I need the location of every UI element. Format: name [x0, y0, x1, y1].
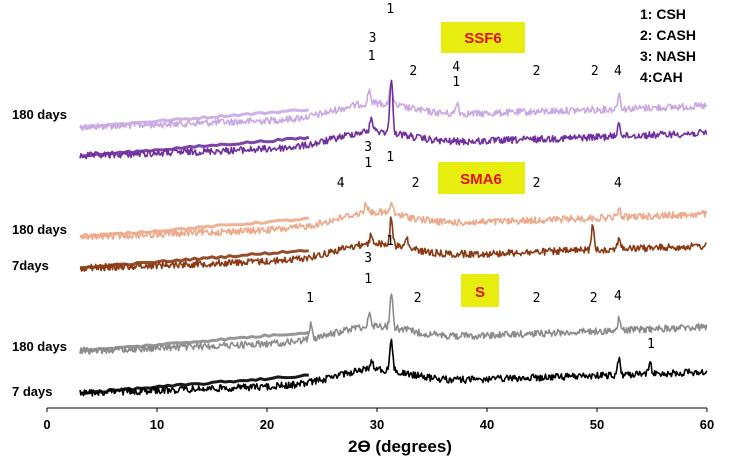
row-label-sma6-7: 7days — [12, 258, 49, 273]
peak-label-ssf6-3: 2 — [409, 64, 417, 79]
peak-label-s-23: 4 — [614, 289, 622, 304]
peak-legend: 1: CSH 2: CASH 3: NASH 4:CAH — [640, 6, 696, 85]
sample-box-sma6-label: SMA6 — [460, 171, 502, 188]
x-tick-label-40: 40 — [480, 417, 494, 432]
x-axis-ticks: 0 10 20 30 40 50 60 — [43, 408, 714, 432]
pattern-s-4 — [79, 293, 708, 355]
peak-label-sma6-13: 2 — [412, 176, 420, 191]
sample-box-sma6: SMA6 — [438, 162, 525, 194]
peak-label-ssf6-7: 2 — [591, 64, 599, 79]
x-tick-label-0: 0 — [43, 417, 50, 432]
peak-label-s-24: 1 — [647, 337, 655, 352]
x-tick-label-20: 20 — [260, 417, 274, 432]
row-label-s-180: 180 days — [12, 339, 67, 354]
peak-label-s-19: 1 — [306, 291, 314, 306]
legend-entry-cash: 2: CASH — [640, 27, 696, 43]
pattern-sma6-2 — [79, 201, 708, 241]
sample-box-s-label: S — [475, 284, 485, 301]
pattern-sma6-3 — [79, 216, 707, 272]
diffraction-patterns — [79, 79, 708, 397]
peak-label-sma6-12: 4 — [337, 176, 345, 191]
peak-label-s-22: 2 — [590, 291, 598, 306]
legend-entry-csh: 1: CSH — [640, 6, 686, 22]
sample-box-ssf6-bg — [441, 22, 525, 53]
peak-label-s-16: 1 — [386, 234, 394, 249]
peak-label-sma6-15: 4 — [614, 176, 622, 191]
peak-label-ssf6-6: 2 — [533, 64, 541, 79]
sample-box-sma6-bg — [438, 162, 525, 194]
peak-label-ssf6-1: 3 — [369, 31, 377, 46]
x-tick-label-50: 50 — [590, 417, 604, 432]
peak-label-ssf6-8: 4 — [614, 64, 622, 79]
row-label-s-7: 7 days — [12, 384, 52, 399]
x-tick-label-60: 60 — [700, 417, 714, 432]
pattern-s-5 — [79, 338, 708, 397]
sample-box-s-bg — [461, 274, 499, 307]
peak-label-ssf6-2: 1 — [368, 49, 376, 64]
peak-label-ssf6-5: 1 — [452, 75, 460, 90]
sample-box-ssf6-label: SSF6 — [464, 30, 502, 47]
pattern-sma6-3-band — [79, 248, 309, 270]
peak-label-s-18: 1 — [364, 272, 372, 287]
x-tick-label-10: 10 — [150, 417, 164, 432]
sample-box-s: S — [461, 274, 499, 307]
legend-entry-cah: 4:CAH — [640, 69, 683, 85]
x-tick-label-30: 30 — [370, 417, 384, 432]
peak-label-ssf6-4: 4 — [452, 60, 460, 75]
x-axis: 0 10 20 30 40 50 60 2ϴ (degrees) — [43, 407, 714, 456]
peak-label-sma6-10: 1 — [364, 156, 372, 171]
peak-label-s-20: 2 — [414, 291, 422, 306]
peak-label-s-21: 2 — [533, 291, 541, 306]
row-label-ssf6-180: 180 days — [12, 107, 67, 122]
x-axis-title: 2ϴ (degrees) — [348, 437, 452, 456]
peak-label-sma6-11: 1 — [386, 150, 394, 165]
sample-box-ssf6: SSF6 — [441, 22, 525, 53]
peak-label-sma6-9: 3 — [364, 140, 372, 155]
peak-label-sma6-14: 2 — [533, 176, 541, 191]
row-label-sma6-180: 180 days — [12, 222, 67, 237]
peak-label-s-17: 3 — [364, 251, 372, 266]
pattern-ssf6-1-band — [79, 135, 310, 158]
peak-label-ssf6-0: 1 — [386, 2, 394, 17]
pattern-ssf6-1 — [79, 79, 708, 160]
legend-entry-nash: 3: NASH — [640, 48, 696, 64]
